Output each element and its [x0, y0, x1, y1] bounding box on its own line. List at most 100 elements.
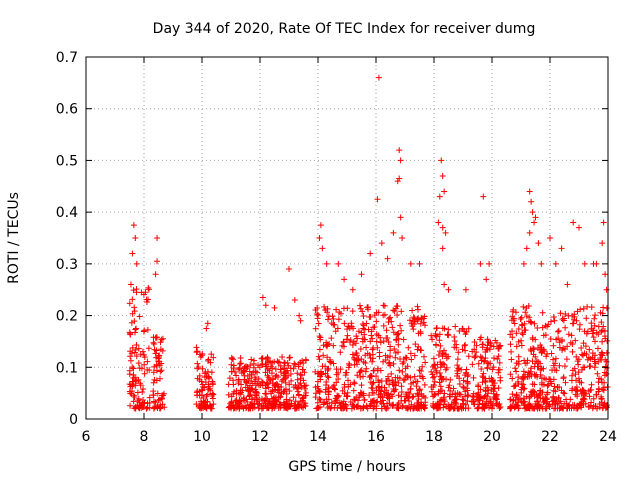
data-point — [262, 302, 269, 309]
data-point — [596, 400, 603, 407]
data-point — [139, 388, 146, 395]
data-point — [281, 404, 288, 411]
data-point — [435, 352, 442, 359]
data-point — [420, 353, 427, 360]
data-point — [354, 403, 361, 410]
data-point — [398, 327, 405, 334]
data-point — [598, 319, 605, 326]
data-point — [435, 219, 442, 226]
data-point — [482, 392, 489, 399]
data-point — [428, 383, 435, 390]
data-point — [156, 352, 163, 359]
data-point — [341, 384, 348, 391]
data-point — [417, 328, 424, 335]
data-point — [478, 357, 485, 364]
data-point — [560, 345, 567, 352]
data-point — [554, 400, 561, 407]
data-point — [158, 392, 165, 399]
data-point — [546, 376, 553, 383]
data-point — [368, 384, 375, 391]
data-point — [529, 209, 536, 216]
data-point — [282, 370, 289, 377]
data-point — [528, 198, 535, 205]
data-point — [400, 377, 407, 384]
data-point — [522, 371, 529, 378]
data-point — [578, 366, 585, 373]
data-point — [349, 286, 356, 293]
data-point — [387, 391, 394, 398]
data-point — [330, 342, 337, 349]
data-point — [414, 317, 421, 324]
data-point — [478, 366, 485, 373]
data-point — [345, 377, 352, 384]
data-point — [358, 382, 365, 389]
data-point — [532, 401, 539, 408]
grid-lines — [86, 57, 608, 419]
data-point — [460, 377, 467, 384]
data-point — [464, 398, 471, 404]
data-point — [297, 359, 304, 366]
data-point — [595, 379, 602, 386]
data-point — [559, 316, 566, 323]
data-point — [145, 286, 152, 293]
data-point — [572, 371, 579, 378]
data-point — [366, 392, 373, 399]
data-point — [342, 372, 349, 379]
data-point — [366, 351, 373, 358]
data-point — [352, 340, 359, 347]
data-point — [377, 387, 384, 394]
data-point — [394, 303, 401, 310]
data-point — [491, 355, 498, 362]
data-point — [154, 235, 161, 241]
data-point — [341, 276, 348, 283]
data-point — [294, 388, 301, 395]
data-point — [335, 316, 342, 323]
data-point — [568, 377, 575, 384]
data-point — [371, 312, 378, 319]
data-point — [154, 390, 161, 397]
data-point — [369, 358, 376, 365]
data-point — [377, 394, 384, 401]
data-point — [387, 343, 394, 350]
data-point — [399, 368, 406, 375]
data-point — [231, 368, 238, 375]
data-point — [484, 336, 491, 343]
data-point — [384, 404, 391, 411]
data-point — [597, 309, 604, 316]
data-point — [362, 360, 369, 367]
data-point — [150, 398, 157, 405]
data-point — [386, 381, 393, 388]
data-point — [344, 326, 351, 333]
data-point — [285, 403, 292, 410]
data-point — [598, 351, 605, 358]
data-point — [473, 342, 480, 349]
data-point — [135, 345, 142, 352]
data-point — [146, 394, 153, 401]
data-point — [349, 308, 356, 315]
data-point — [398, 308, 405, 315]
data-point — [567, 396, 574, 403]
data-point — [422, 359, 429, 366]
data-point — [251, 394, 258, 401]
data-point — [131, 308, 138, 315]
data-point — [135, 360, 142, 367]
data-point — [509, 328, 516, 335]
data-point — [537, 367, 544, 374]
data-point — [369, 389, 376, 396]
data-point — [242, 379, 249, 386]
data-point — [300, 360, 307, 367]
data-point — [141, 327, 148, 334]
data-point — [547, 335, 554, 342]
data-point — [577, 306, 584, 313]
data-point — [459, 396, 466, 403]
data-point — [151, 341, 158, 348]
data-point — [386, 400, 393, 407]
data-point — [519, 331, 526, 338]
data-point — [209, 390, 216, 397]
data-point — [441, 361, 448, 368]
data-point — [529, 381, 536, 388]
data-point — [515, 361, 522, 368]
data-point — [233, 397, 240, 404]
data-point — [159, 347, 166, 354]
data-point — [134, 389, 141, 396]
